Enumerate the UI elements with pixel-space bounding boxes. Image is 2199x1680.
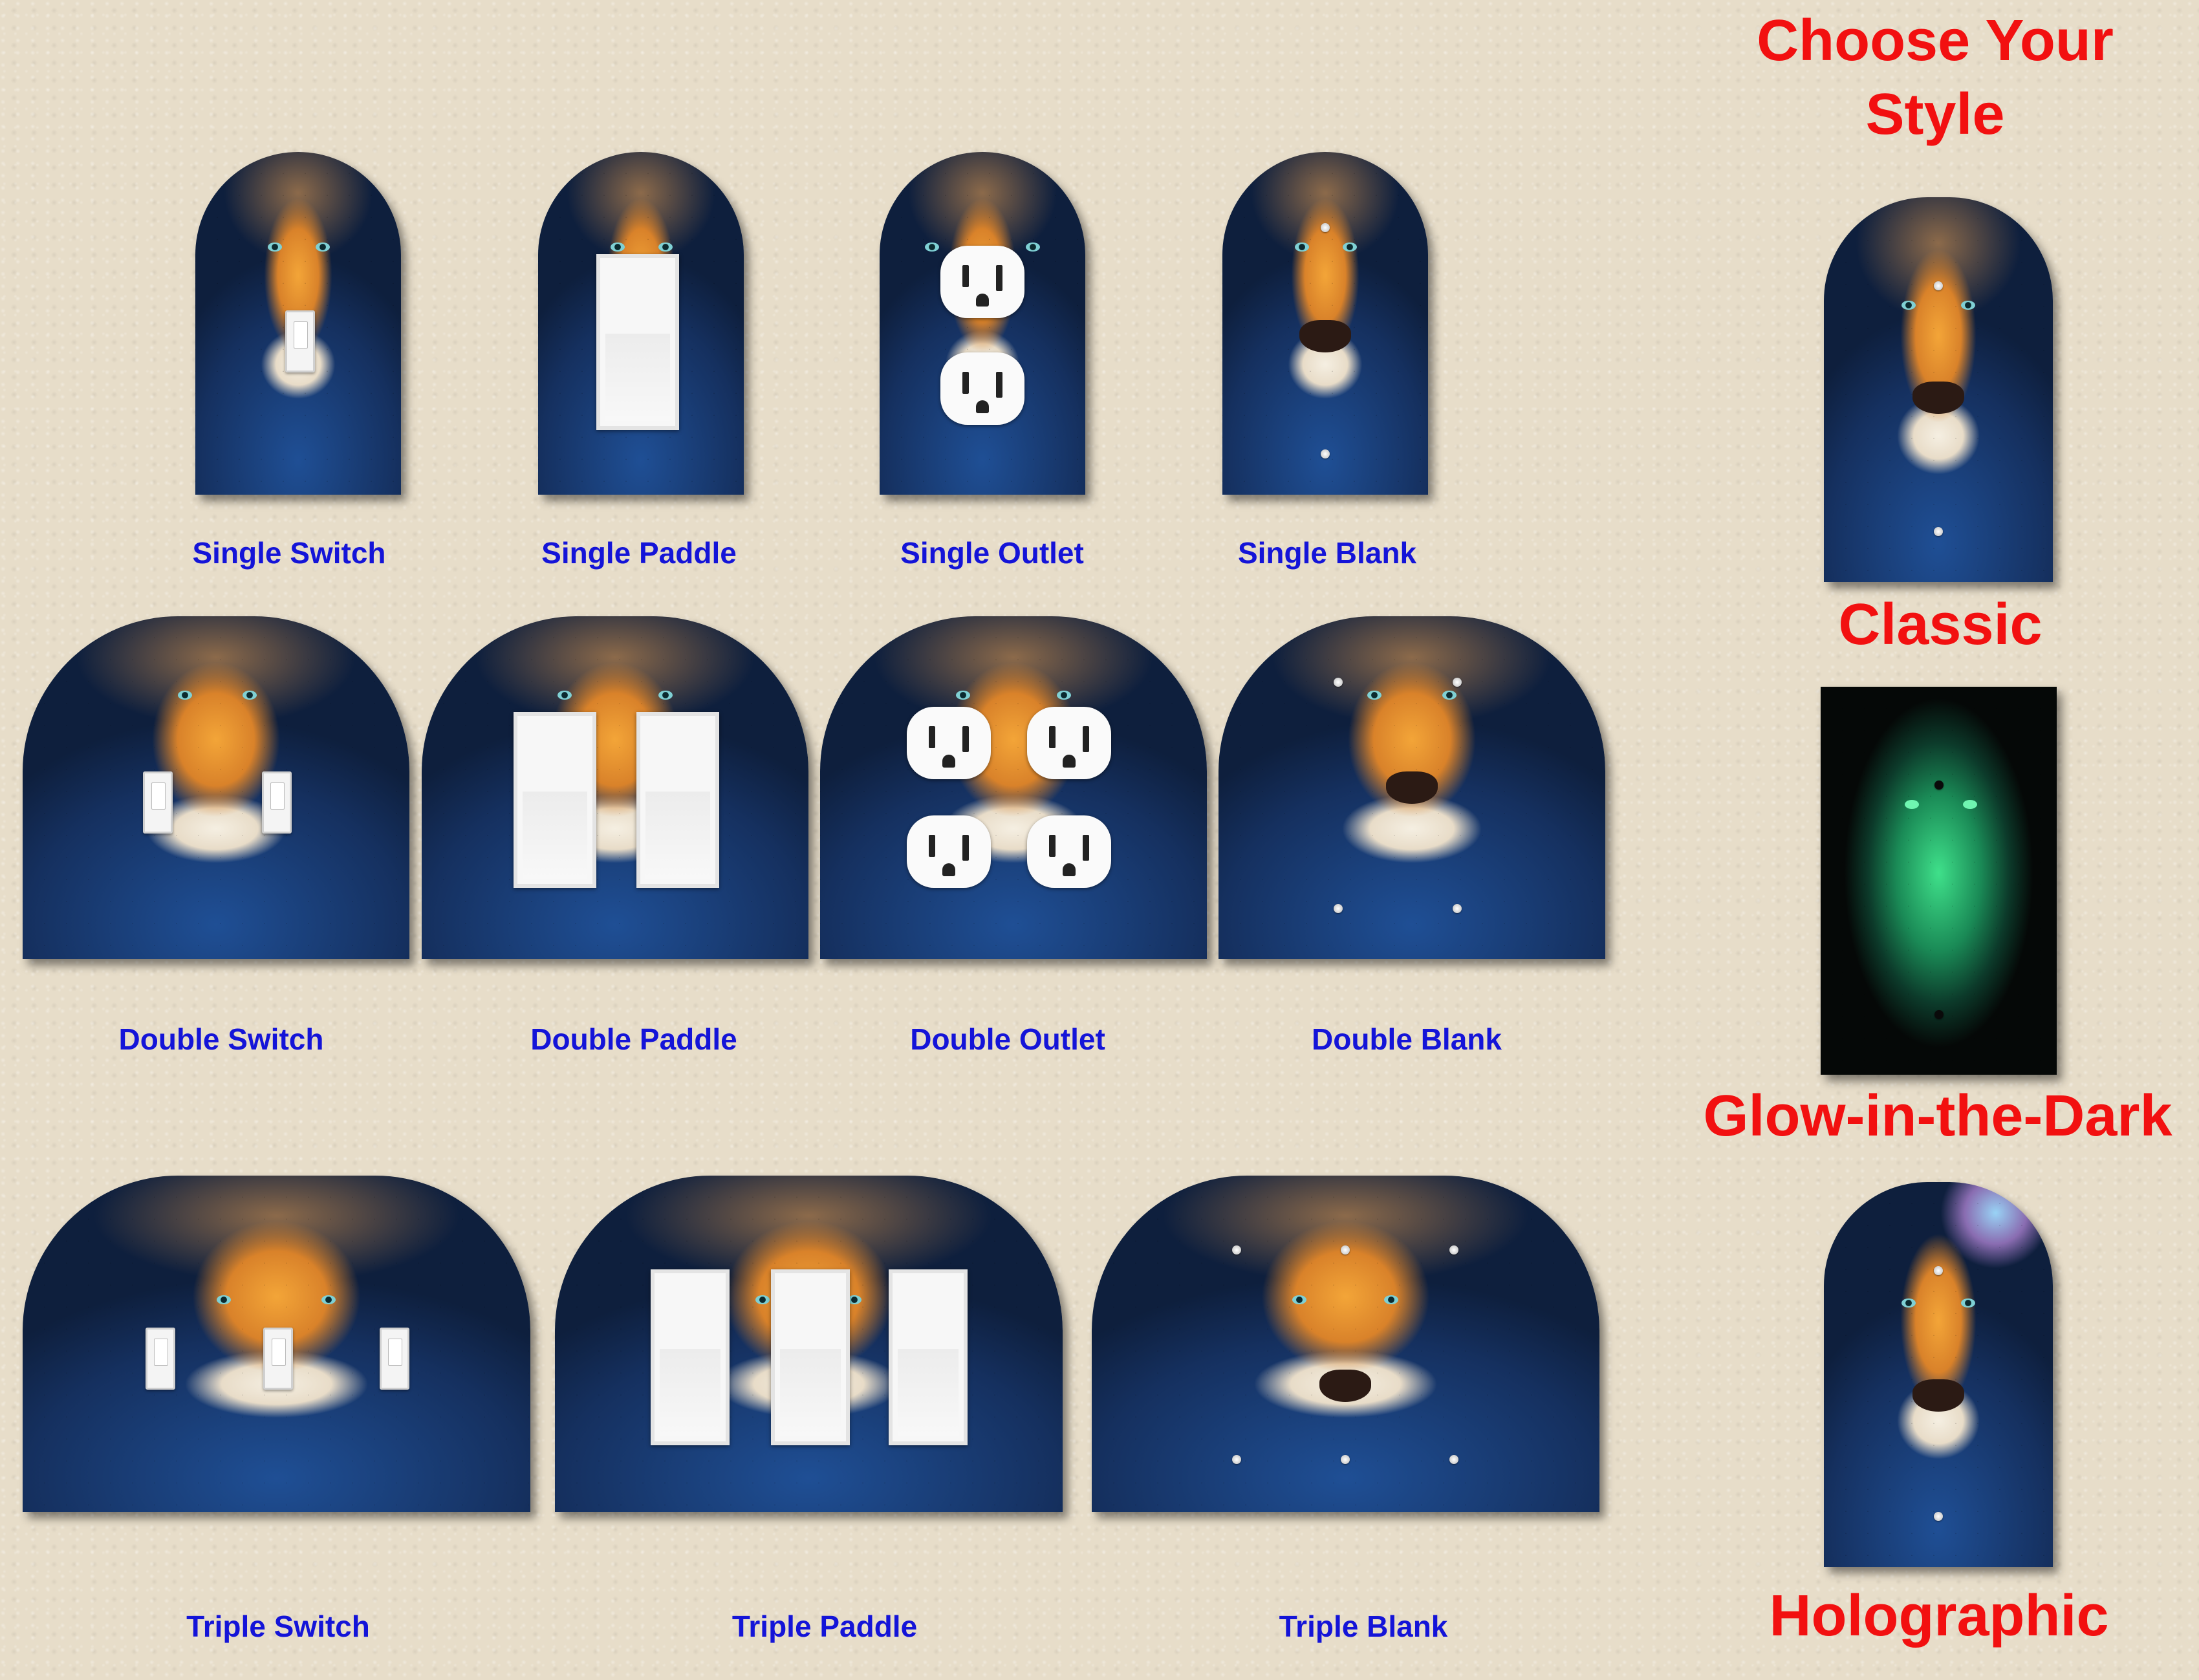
screw-icon (1232, 1245, 1241, 1255)
right-eye (847, 1295, 861, 1304)
outlet-receptacle[interactable] (1027, 707, 1111, 779)
left-eye (1905, 800, 1919, 809)
label-triple-switch: Triple Switch (186, 1610, 370, 1643)
right-eye (1384, 1295, 1398, 1304)
left-eye (1295, 242, 1309, 252)
double-paddle-plate[interactable] (422, 616, 808, 959)
screw-icon (1453, 904, 1462, 913)
left-eye (755, 1295, 770, 1304)
screw-icon (1934, 1010, 1944, 1019)
screw-icon (1449, 1245, 1458, 1255)
left-eye (558, 691, 572, 700)
screw-icon (1934, 781, 1944, 790)
classic-style-plate[interactable] (1824, 197, 2053, 582)
label-double-blank: Double Blank (1312, 1022, 1502, 1056)
right-eye (1442, 691, 1457, 700)
lion-nose (1299, 320, 1351, 352)
paddle-switch[interactable] (771, 1269, 850, 1445)
screw-icon (1334, 678, 1343, 687)
paddle-switch[interactable] (514, 712, 596, 888)
style-glow-label: Glow-in-the-Dark (1703, 1084, 2172, 1148)
label-double-switch: Double Switch (118, 1022, 324, 1056)
left-eye (1367, 691, 1381, 700)
heading-line-2: Style (1865, 82, 2005, 147)
screw-icon (1334, 904, 1343, 913)
triple-paddle-plate[interactable] (555, 1176, 1063, 1512)
right-eye (1343, 242, 1357, 252)
paddle-switch[interactable] (596, 254, 679, 430)
label-single-outlet: Single Outlet (900, 536, 1084, 570)
paddle-switch[interactable] (889, 1269, 968, 1445)
right-eye (1026, 242, 1040, 252)
single-outlet-plate[interactable] (880, 152, 1085, 495)
right-eye (243, 691, 257, 700)
label-single-blank: Single Blank (1237, 536, 1417, 570)
screw-icon (1232, 1455, 1241, 1464)
left-eye (1901, 301, 1916, 310)
toggle-switch[interactable] (262, 771, 292, 834)
outlet-receptacle[interactable] (940, 246, 1024, 318)
label-double-paddle: Double Paddle (530, 1022, 737, 1056)
screw-icon (1449, 1455, 1458, 1464)
left-eye (925, 242, 939, 252)
outlet-receptacle[interactable] (1027, 815, 1111, 888)
right-eye (1961, 301, 1975, 310)
glow-style-plate[interactable] (1821, 687, 2057, 1075)
double-outlet-plate[interactable] (820, 616, 1207, 959)
paddle-switch[interactable] (636, 712, 719, 888)
toggle-switch[interactable] (285, 310, 315, 372)
lion-nose (1912, 1379, 1964, 1412)
style-classic-label: Classic (1838, 592, 2042, 657)
label-double-outlet: Double Outlet (910, 1022, 1105, 1056)
lion-nose (1319, 1370, 1371, 1402)
left-eye (178, 691, 192, 700)
triple-switch-plate[interactable] (23, 1176, 530, 1512)
left-eye (956, 691, 970, 700)
lion-nose (1912, 382, 1964, 414)
toggle-switch[interactable] (143, 771, 173, 834)
screw-icon (1321, 223, 1330, 232)
outlet-receptacle[interactable] (907, 815, 991, 888)
right-eye (316, 242, 330, 252)
triple-blank-plate[interactable] (1092, 1176, 1599, 1512)
right-eye (1963, 800, 1977, 809)
outlet-receptacle[interactable] (907, 707, 991, 779)
left-eye (1901, 1298, 1916, 1308)
holographic-style-plate[interactable] (1824, 1182, 2053, 1567)
toggle-switch[interactable] (263, 1328, 293, 1390)
label-single-paddle: Single Paddle (541, 536, 737, 570)
right-eye (1057, 691, 1071, 700)
outlet-receptacle[interactable] (940, 352, 1024, 425)
screw-icon (1934, 527, 1943, 536)
heading-line-1: Choose Your (1757, 8, 2114, 73)
screw-icon (1321, 449, 1330, 458)
screw-icon (1934, 281, 1943, 290)
screw-icon (1341, 1455, 1350, 1464)
right-eye (321, 1295, 336, 1304)
left-eye (1292, 1295, 1306, 1304)
screw-icon (1934, 1512, 1943, 1521)
toggle-switch[interactable] (146, 1328, 175, 1390)
style-holographic-label: Holographic (1769, 1584, 2109, 1648)
left-eye (217, 1295, 231, 1304)
screw-icon (1453, 678, 1462, 687)
left-eye (611, 242, 625, 252)
right-eye (658, 691, 673, 700)
double-switch-plate[interactable] (23, 616, 409, 959)
paddle-switch[interactable] (651, 1269, 730, 1445)
lion-nose (1386, 771, 1438, 804)
screw-icon (1934, 1266, 1943, 1275)
screw-icon (1341, 1245, 1350, 1255)
right-eye (658, 242, 673, 252)
label-triple-blank: Triple Blank (1279, 1610, 1448, 1643)
left-eye (268, 242, 282, 252)
single-switch-plate[interactable] (195, 152, 401, 495)
double-blank-plate[interactable] (1219, 616, 1605, 959)
toggle-switch[interactable] (380, 1328, 409, 1390)
right-eye (1961, 1298, 1975, 1308)
label-triple-paddle: Triple Paddle (731, 1610, 918, 1643)
single-blank-plate[interactable] (1222, 152, 1428, 495)
label-single-switch: Single Switch (192, 536, 386, 570)
single-paddle-plate[interactable] (538, 152, 744, 495)
